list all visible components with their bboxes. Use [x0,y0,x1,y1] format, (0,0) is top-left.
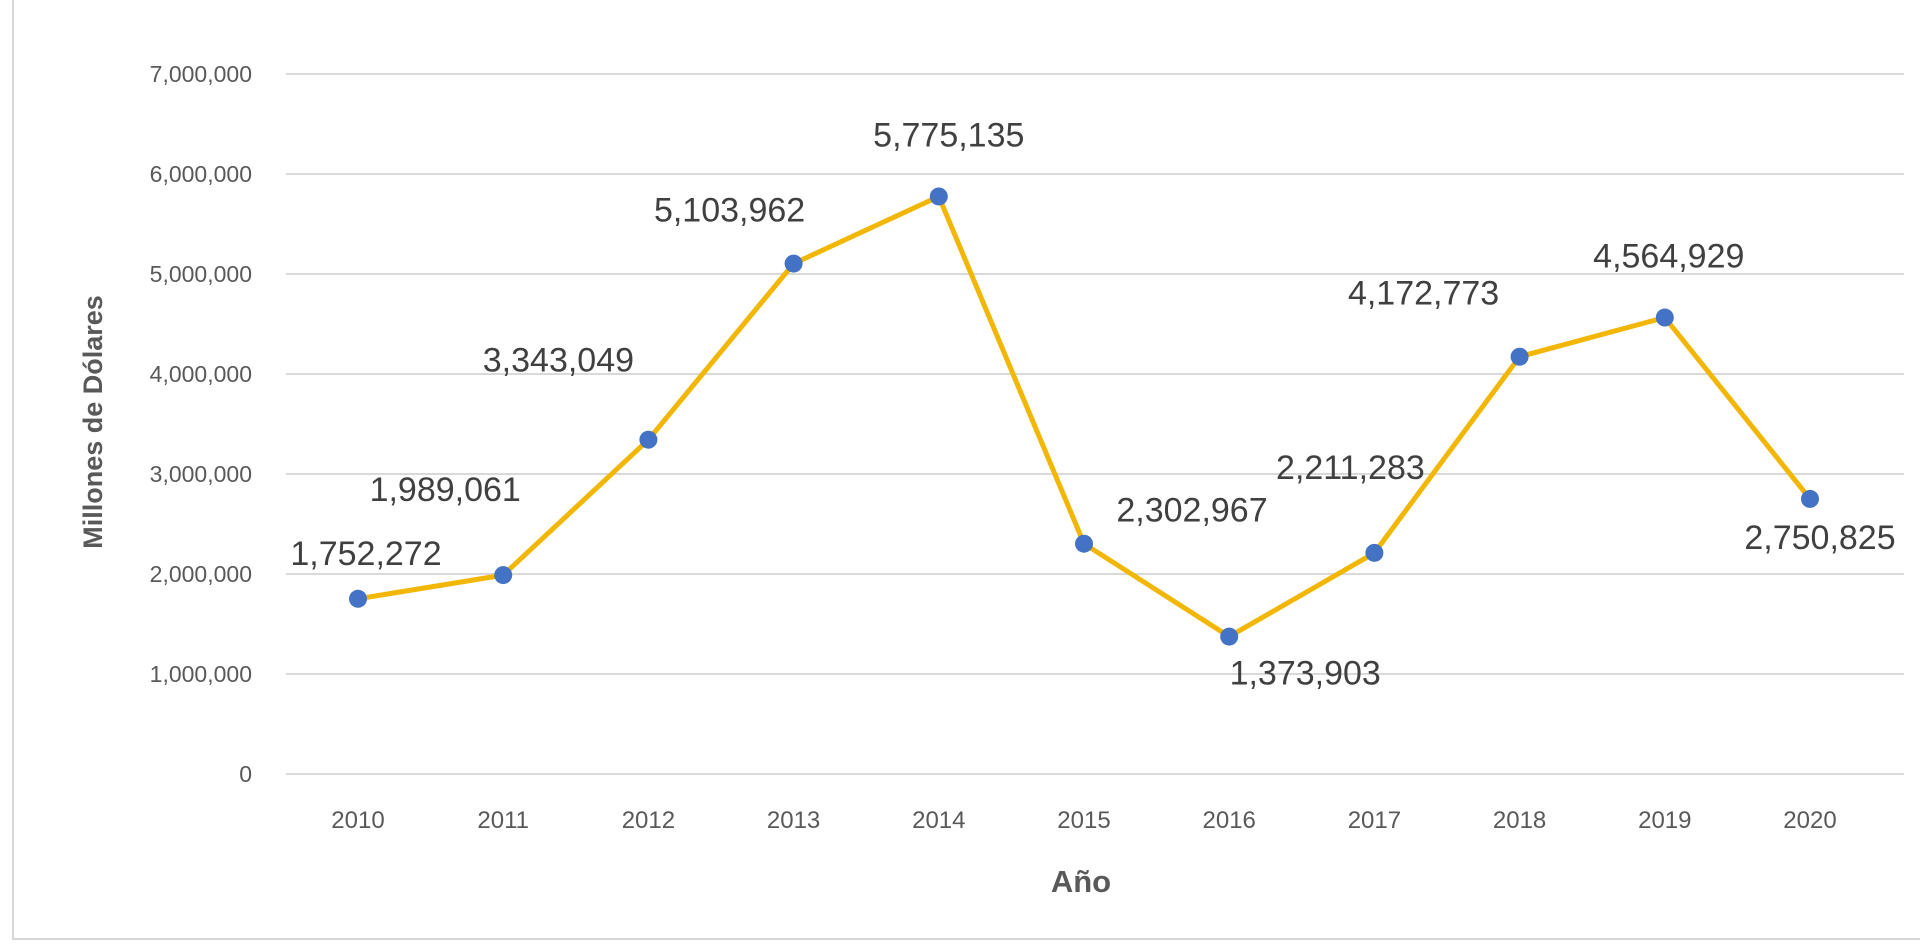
x-tick-label: 2013 [767,807,820,834]
y-axis-title: Millones de Dólares [78,295,108,549]
data-label: 1,752,272 [290,535,441,573]
data-label: 2,302,967 [1116,492,1267,530]
data-point [494,566,513,585]
x-tick-label: 2015 [1057,807,1110,834]
data-label: 4,564,929 [1593,238,1744,276]
data-point [1655,308,1674,327]
y-tick-label: 7,000,000 [150,61,252,87]
y-tick-label: 6,000,000 [150,161,252,187]
x-tick-label: 2014 [912,807,965,834]
x-tick-label: 2012 [622,807,675,834]
data-point [784,254,803,273]
data-point [929,187,948,206]
y-tick-label: 5,000,000 [150,261,252,287]
x-tick-label: 2017 [1348,807,1401,834]
x-tick-label: 2016 [1203,807,1256,834]
y-tick-label: 0 [239,761,252,787]
data-label: 5,103,962 [654,192,805,230]
y-tick-label: 3,000,000 [150,461,252,487]
x-axis-ticks: 2010 2011 2012 2013 2014 2015 2016 2017 2018 2019… [331,807,1836,834]
data-label: 2,750,825 [1744,519,1895,557]
data-label: 1,373,903 [1230,655,1381,693]
chart-frame: 0 1,000,000 2,000,000 3,000,000 4,000,000 5,0… [12,0,1920,940]
data-point [349,589,367,608]
x-tick-label: 2010 [331,807,384,834]
data-point [1075,534,1093,553]
data-label: 2,211,283 [1276,449,1425,487]
x-tick-label: 2018 [1493,807,1546,834]
line-chart: 0 1,000,000 2,000,000 3,000,000 4,000,000 5,0… [78,61,1904,899]
data-label: 1,989,061 [370,471,521,509]
x-tick-label: 2011 [477,807,529,834]
data-point [1801,489,1819,508]
data-label: 5,775,135 [873,116,1024,154]
x-axis-title: Año [1051,864,1111,899]
y-tick-label: 4,000,000 [150,361,252,387]
data-labels: 1,752,272 1,989,061 3,343,049 5,103,962 5,77… [290,116,1895,692]
y-axis-ticks: 0 1,000,000 2,000,000 3,000,000 4,000,000 5,0… [150,61,252,787]
data-label: 4,172,773 [1348,275,1499,313]
data-markers [349,187,1819,646]
x-tick-label: 2019 [1638,807,1691,834]
y-tick-label: 1,000,000 [150,661,252,687]
data-point [639,430,658,449]
gridlines [286,73,1904,775]
data-point [1510,347,1529,366]
data-point [1365,543,1384,562]
data-point [1220,627,1239,646]
y-tick-label: 2,000,000 [150,561,252,587]
x-tick-label: 2020 [1783,807,1836,834]
data-label: 3,343,049 [483,342,634,380]
